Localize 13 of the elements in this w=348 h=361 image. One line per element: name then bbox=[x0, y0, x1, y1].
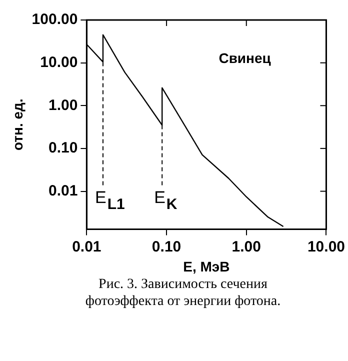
y-tick-label: 0.01 bbox=[48, 182, 78, 200]
y-tick-label: 0.10 bbox=[48, 140, 78, 157]
x-tick-label: 0.01 bbox=[72, 238, 102, 256]
text: Рис. 3. Зависимость сечения фотоэффекта от энергии фотона. bbox=[84, 276, 282, 310]
x-tick-label: 1.00 bbox=[232, 238, 261, 256]
annotation: Свинец bbox=[218, 50, 272, 66]
x-tick-label: 10.00 bbox=[307, 238, 346, 256]
y-tick-label: 1.00 bbox=[48, 96, 78, 114]
y-tick-label: 10.00 bbox=[40, 54, 78, 71]
y-tick-label: 100.00 bbox=[32, 11, 78, 28]
x-tick-label: 0.10 bbox=[152, 238, 182, 256]
x-axis-title: E, МэВ bbox=[183, 258, 230, 274]
y-axis-title: отн. ед. bbox=[9, 98, 26, 151]
